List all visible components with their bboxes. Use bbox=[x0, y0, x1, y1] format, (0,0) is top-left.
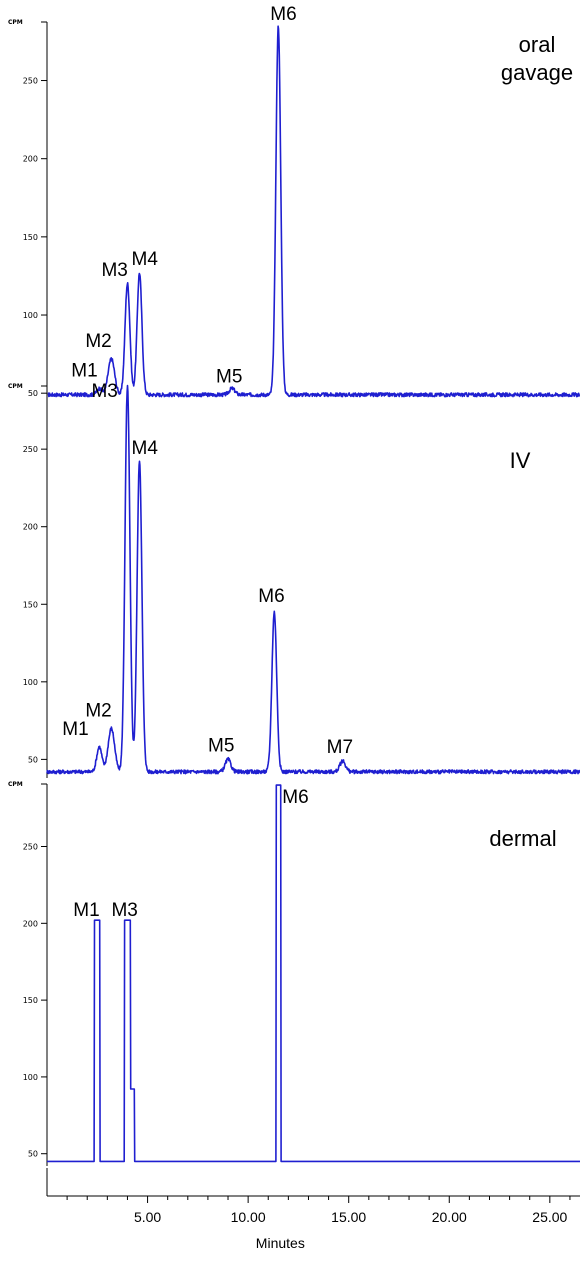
peak-label-m7: M7 bbox=[327, 737, 353, 758]
y-tick-label: 250 bbox=[23, 445, 38, 454]
panel-condition-label: oral bbox=[519, 32, 556, 57]
y-tick-label: 100 bbox=[23, 311, 38, 320]
peak-label-m3: M3 bbox=[111, 900, 137, 921]
chromatogram-trace bbox=[47, 25, 580, 398]
y-tick-label: 50 bbox=[28, 1150, 38, 1159]
x-tick-label: 20.00 bbox=[432, 1209, 467, 1225]
panel-condition-label: dermal bbox=[489, 826, 556, 851]
peak-label-m4: M4 bbox=[132, 249, 159, 270]
x-axis: 5.00 10.00 15.00 20.00 25.00 Minutes bbox=[46, 1168, 580, 1251]
y-tick-label: 250 bbox=[23, 77, 38, 86]
y-tick-label: 150 bbox=[23, 233, 38, 242]
y-tick-label: 50 bbox=[28, 755, 38, 764]
y-tick-label: 250 bbox=[23, 843, 38, 852]
y-tick-label: 200 bbox=[23, 919, 38, 928]
chromatogram-trace bbox=[46, 384, 580, 775]
x-tick-label: 10.00 bbox=[231, 1209, 266, 1225]
peak-label-m2: M2 bbox=[85, 331, 111, 352]
x-tick-label: 25.00 bbox=[532, 1209, 567, 1225]
y-axis-unit-label: CPM bbox=[8, 781, 23, 788]
panel-condition-label: IV bbox=[510, 448, 531, 473]
peak-label-m6: M6 bbox=[258, 586, 284, 607]
y-tick-label: 100 bbox=[23, 678, 38, 687]
peak-label-m2: M2 bbox=[85, 700, 111, 721]
x-tick-label: 5.00 bbox=[134, 1209, 161, 1225]
peak-label-m4: M4 bbox=[132, 438, 159, 459]
peak-label-m1: M1 bbox=[71, 360, 97, 381]
peak-label-m1: M1 bbox=[62, 719, 88, 740]
peak-label-m6: M6 bbox=[270, 4, 296, 25]
y-tick-label: 150 bbox=[23, 996, 38, 1005]
y-tick-label: 200 bbox=[23, 523, 38, 532]
y-tick-label: 50 bbox=[28, 389, 38, 398]
y-tick-label: 200 bbox=[23, 155, 38, 164]
peak-label-m6: M6 bbox=[282, 787, 308, 808]
x-tick-label: 15.00 bbox=[331, 1209, 366, 1225]
y-axis-unit-label: CPM bbox=[8, 19, 23, 26]
peak-label-m1: M1 bbox=[73, 900, 99, 921]
y-axis-unit-label: CPM bbox=[8, 383, 23, 390]
y-tick-label: 150 bbox=[23, 600, 38, 609]
y-tick-label: 100 bbox=[23, 1073, 38, 1082]
x-axis-title: Minutes bbox=[256, 1235, 305, 1251]
peak-label-m3: M3 bbox=[101, 260, 127, 281]
chromatogram-trace bbox=[46, 784, 580, 1163]
peak-label-m5: M5 bbox=[208, 735, 234, 756]
peak-label-m3: M3 bbox=[91, 381, 117, 402]
panel-condition-label: gavage bbox=[501, 60, 573, 85]
peak-label-m5: M5 bbox=[216, 366, 242, 387]
panel-3: CPM 50 100 150 200 250 M1 M3 M6 dermal bbox=[8, 781, 580, 1166]
